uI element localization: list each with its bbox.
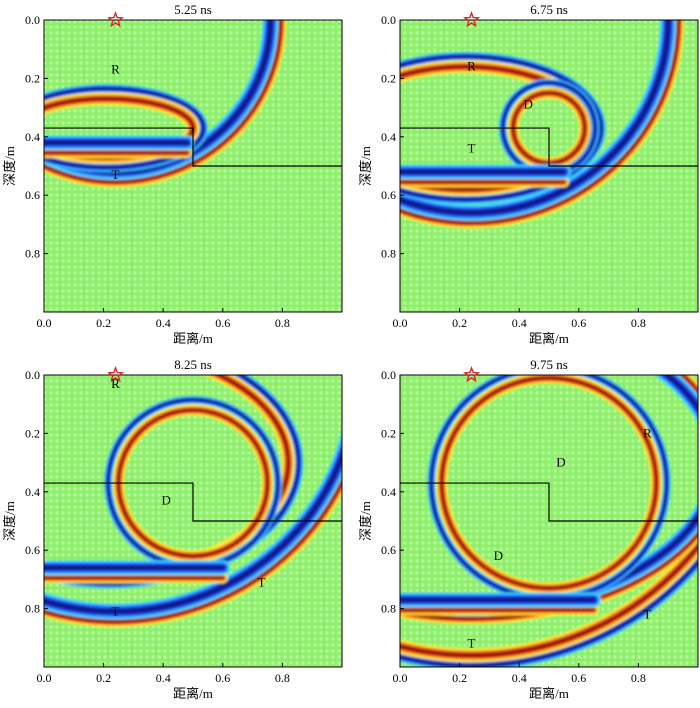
x-tick-label: 0.6: [571, 316, 586, 330]
x-tick-label: 0.6: [215, 316, 230, 330]
x-tick-label: 0.4: [156, 671, 171, 685]
wavefront-band: [44, 86, 206, 170]
source-star-icon: [107, 366, 125, 383]
wavefront-band: [400, 20, 681, 225]
wave-annotation: R: [467, 59, 476, 74]
y-tick-label: 0.4: [381, 130, 396, 144]
x-tick-label: 0.2: [96, 316, 111, 330]
wavefront-band: [400, 541, 698, 658]
wave-annotation: T: [468, 140, 476, 155]
y-tick-label: 0.6: [381, 543, 396, 557]
x-axis-label: 距离/m: [529, 331, 569, 346]
y-axis-label: 深度/m: [2, 146, 17, 186]
interface-boundary: [400, 127, 698, 167]
x-axis-label: 距离/m: [529, 686, 569, 701]
y-tick-label: 0.4: [25, 485, 40, 499]
x-axis-label: 距离/m: [173, 331, 213, 346]
wave-annotation: R: [111, 376, 120, 391]
x-tick-label: 0.0: [37, 671, 52, 685]
y-axis-label: 深度/m: [358, 146, 373, 186]
wavefront-band: [44, 375, 301, 586]
wavefront-band: [400, 559, 698, 667]
x-tick-label: 0.2: [452, 316, 467, 330]
panel-title: 6.75 ns: [530, 2, 568, 17]
y-tick-label: 0.8: [25, 247, 40, 261]
wave-annotation: T: [112, 604, 120, 619]
wavefront-band: [400, 20, 672, 216]
panel-title: 8.25 ns: [174, 357, 212, 372]
wave-annotation: R: [643, 425, 652, 440]
wavefront-band: [400, 64, 594, 192]
x-tick-label: 0.0: [393, 671, 408, 685]
wavefront-band: [44, 447, 342, 615]
plot-frame: [399, 374, 699, 668]
wave-annotation: T: [258, 574, 266, 589]
wave-annotation: R: [111, 62, 120, 77]
x-axis-label: 距离/m: [173, 686, 213, 701]
source-star-icon: [463, 11, 481, 28]
x-tick-label: 0.8: [631, 316, 646, 330]
wavefront-band: [44, 20, 283, 185]
wave-annotation: D: [494, 548, 503, 563]
y-tick-label: 0.0: [381, 13, 396, 27]
x-tick-label: 0.4: [512, 671, 527, 685]
wave-annotation: D: [161, 493, 170, 508]
wave-annotation: T: [112, 167, 120, 182]
source-star-icon: [463, 366, 481, 383]
y-tick-label: 0.2: [25, 71, 40, 85]
panel-1: 5.25 ns 距离/m 深度/m 0.0 0.2 0.4 0.6 0.8 0.…: [2, 2, 343, 346]
wave-annotation: D: [523, 97, 532, 112]
y-tick-label: 0.4: [381, 485, 396, 499]
interface-boundary: [400, 482, 698, 522]
plot-frame: [399, 19, 699, 313]
y-tick-label: 0.8: [381, 247, 396, 261]
panel-2: 6.75 ns 距离/m 深度/m 0.0 0.2 0.4 0.6 0.8 0.…: [358, 2, 699, 346]
wave-annotation: T: [468, 636, 476, 651]
y-tick-label: 0.8: [25, 602, 40, 616]
wave-annotation: D: [556, 455, 565, 470]
x-tick-label: 0.2: [452, 671, 467, 685]
wavefront-band: [400, 54, 603, 202]
x-tick-label: 0.8: [631, 671, 646, 685]
x-tick-label: 0.8: [275, 316, 290, 330]
y-tick-label: 0.2: [381, 426, 396, 440]
y-axis-label: 深度/m: [358, 501, 373, 541]
y-tick-label: 0.4: [25, 130, 40, 144]
x-tick-label: 0.8: [275, 671, 290, 685]
source-star-icon: [107, 11, 125, 28]
interface-boundary: [44, 127, 342, 167]
panel-title: 5.25 ns: [174, 2, 212, 17]
y-tick-label: 0.0: [25, 13, 40, 27]
panel-4: 9.75 ns 距离/m 深度/m 0.0 0.2 0.4 0.6 0.8 0.…: [358, 357, 699, 701]
plot-frame: [43, 374, 343, 668]
y-tick-label: 0.6: [25, 188, 40, 202]
panel-3: 8.25 ns 距离/m 深度/m 0.0 0.2 0.4 0.6 0.8 0.…: [2, 357, 343, 701]
panel-title: 9.75 ns: [530, 357, 568, 372]
x-tick-label: 0.4: [156, 316, 171, 330]
x-tick-label: 0.6: [571, 671, 586, 685]
x-tick-label: 0.4: [512, 316, 527, 330]
y-tick-label: 0.2: [381, 71, 396, 85]
y-tick-label: 0.8: [381, 602, 396, 616]
plot-frame: [43, 19, 343, 313]
x-tick-label: 0.0: [393, 316, 408, 330]
y-axis-label: 深度/m: [2, 501, 17, 541]
x-tick-label: 0.6: [215, 671, 230, 685]
interface-boundary: [44, 482, 342, 522]
x-tick-label: 0.0: [37, 316, 52, 330]
y-tick-label: 0.2: [25, 426, 40, 440]
y-tick-label: 0.6: [381, 188, 396, 202]
y-tick-label: 0.0: [25, 368, 40, 382]
wavefront-band: [400, 375, 698, 621]
wavefront-band: [44, 477, 342, 624]
y-tick-label: 0.6: [25, 543, 40, 557]
y-tick-label: 0.0: [381, 368, 396, 382]
wave-annotation: T: [643, 606, 651, 621]
x-tick-label: 0.2: [96, 671, 111, 685]
